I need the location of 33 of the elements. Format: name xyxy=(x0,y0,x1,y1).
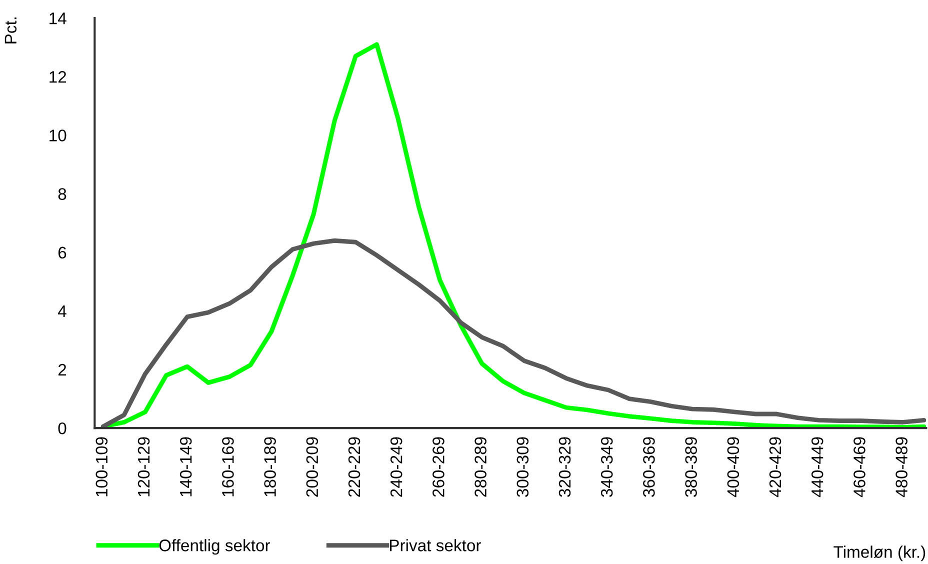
y-tick-label: 2 xyxy=(58,364,66,376)
x-tick-label: 400-409 xyxy=(727,437,740,498)
x-tick-label: 200-209 xyxy=(306,437,318,497)
legend-label: Offentlig sektor xyxy=(159,539,270,555)
x-tick-label: 220-229 xyxy=(348,437,360,497)
x-tick-label: 320-329 xyxy=(558,437,571,497)
y-tick-label: 4 xyxy=(58,306,66,317)
x-tick-label: 160-169 xyxy=(222,437,234,496)
x-tick-label: 140-149 xyxy=(180,437,192,496)
y-tick-label: 6 xyxy=(58,246,66,259)
x-tick-label: 340-349 xyxy=(600,437,613,497)
y-axis-title: Pct. xyxy=(4,18,17,44)
x-tick-label: 240-249 xyxy=(390,437,402,497)
line-series xyxy=(100,238,926,428)
x-tick-label: 480-489 xyxy=(896,437,908,498)
x-tick-label: 360-369 xyxy=(643,437,655,497)
x-tick-label: 120-129 xyxy=(138,437,150,496)
x-tick-label: 180-189 xyxy=(264,437,276,496)
x-axis-title: Timeløn (kr.) xyxy=(834,546,926,562)
x-tick-label: 280-289 xyxy=(474,437,486,497)
x-tick-label: 460-469 xyxy=(854,437,866,498)
y-tick-label: 14 xyxy=(50,12,66,24)
y-tick-label: 8 xyxy=(58,188,66,200)
y-tick-label: 0 xyxy=(58,422,66,434)
x-tick-label: 300-309 xyxy=(516,437,529,497)
x-tick-label: 260-269 xyxy=(432,437,444,497)
y-tick-label: 12 xyxy=(50,71,66,83)
x-tick-label: 380-389 xyxy=(685,437,697,497)
x-tick-label: 440-449 xyxy=(811,437,824,498)
x-tick-label: 100-109 xyxy=(96,437,108,496)
x-tick-label: 420-429 xyxy=(769,437,782,498)
y-tick-label: 10 xyxy=(50,130,66,142)
legend-label: Privat sektor xyxy=(390,539,481,552)
